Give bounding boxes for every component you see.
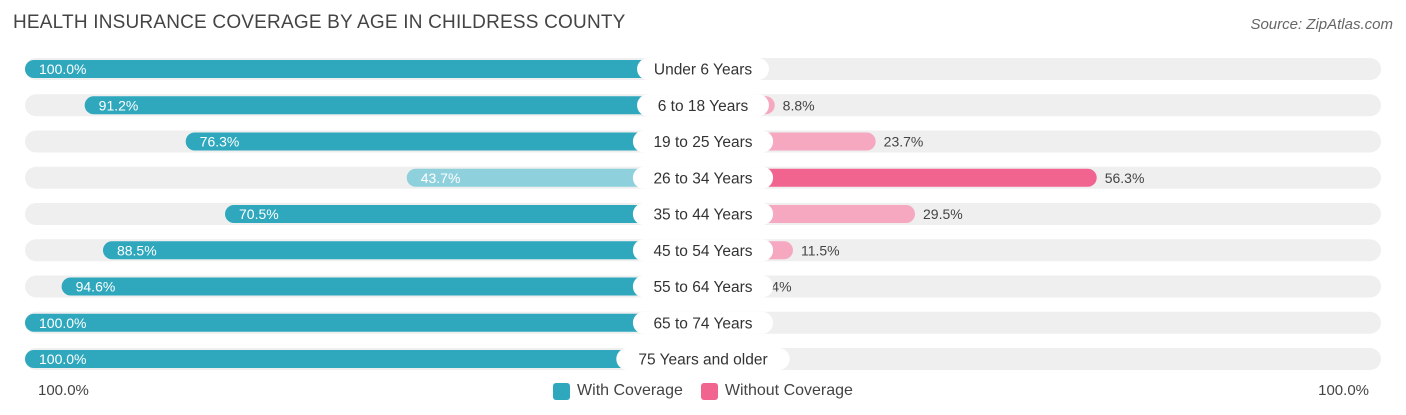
- bar-with-coverage-75-years-and-older: [25, 350, 703, 368]
- category-pill: [637, 58, 769, 80]
- legend-swatch-with-coverage: [553, 382, 571, 400]
- value-label-with-coverage: 91.2%: [99, 97, 139, 113]
- legend: With Coverage Without Coverage: [0, 380, 1406, 402]
- axis-left-label: 100.0%: [38, 382, 89, 399]
- bar-with-coverage-35-to-44-years: [225, 205, 703, 223]
- category-pill: [632, 239, 774, 262]
- category-pill: [632, 166, 774, 189]
- bar-with-coverage-6-to-18-years: [84, 96, 703, 115]
- value-label-with-coverage: 88.5%: [117, 242, 157, 258]
- legend-item-without-coverage[interactable]: Without Coverage: [700, 382, 853, 400]
- legend-item-with-coverage[interactable]: With Coverage: [553, 382, 683, 400]
- value-label-without-coverage: 56.3%: [1105, 170, 1145, 186]
- legend-swatch-without-coverage: [700, 382, 718, 400]
- chart-title: HEALTH INSURANCE COVERAGE BY AGE IN CHIL…: [13, 12, 626, 33]
- bar-with-coverage-under-6-years: [25, 60, 703, 78]
- value-label-with-coverage: 76.3%: [200, 134, 240, 150]
- category-label: 19 to 25 Years: [653, 134, 752, 151]
- value-label-without-coverage: 8.8%: [783, 97, 815, 113]
- bar-without-coverage-26-to-34-years: [703, 168, 1097, 187]
- bar-with-coverage-45-to-54-years: [102, 241, 704, 260]
- bar-with-coverage-65-to-74-years: [25, 313, 703, 332]
- value-label-with-coverage: 43.7%: [421, 170, 461, 186]
- bar-with-coverage-55-to-64-years: [61, 277, 703, 296]
- category-label: 26 to 34 Years: [653, 170, 752, 187]
- category-pill: [637, 94, 769, 117]
- category-pill: [632, 130, 774, 153]
- category-pill: [632, 311, 774, 334]
- legend-label-without-coverage: Without Coverage: [724, 382, 853, 399]
- category-label: Under 6 Years: [654, 62, 752, 79]
- axis-right-label: 100.0%: [1318, 382, 1369, 399]
- value-label-with-coverage: 70.5%: [239, 206, 279, 222]
- category-pill: [616, 348, 790, 370]
- value-label-with-coverage: 94.6%: [76, 279, 116, 295]
- value-label-without-coverage: 29.5%: [923, 206, 963, 222]
- bar-with-coverage-19-to-25-years: [185, 132, 703, 151]
- category-label: 75 Years and older: [638, 352, 767, 369]
- category-label: 45 to 54 Years: [653, 243, 752, 260]
- category-label: 65 to 74 Years: [653, 315, 752, 332]
- value-label-without-coverage: 11.5%: [801, 242, 840, 258]
- category-label: 55 to 64 Years: [653, 279, 752, 296]
- value-label-with-coverage: 100.0%: [39, 61, 86, 77]
- value-label-with-coverage: 100.0%: [39, 315, 86, 331]
- value-label-with-coverage: 100.0%: [39, 351, 86, 367]
- category-pill: [632, 275, 774, 298]
- category-pill: [632, 203, 774, 225]
- value-label-without-coverage: 23.7%: [884, 134, 924, 150]
- source-label: Source: ZipAtlas.com: [1250, 16, 1393, 33]
- category-label: 6 to 18 Years: [658, 98, 749, 115]
- category-label: 35 to 44 Years: [653, 207, 752, 224]
- legend-label-with-coverage: With Coverage: [577, 382, 683, 399]
- bar-with-coverage-26-to-34-years: [406, 168, 703, 187]
